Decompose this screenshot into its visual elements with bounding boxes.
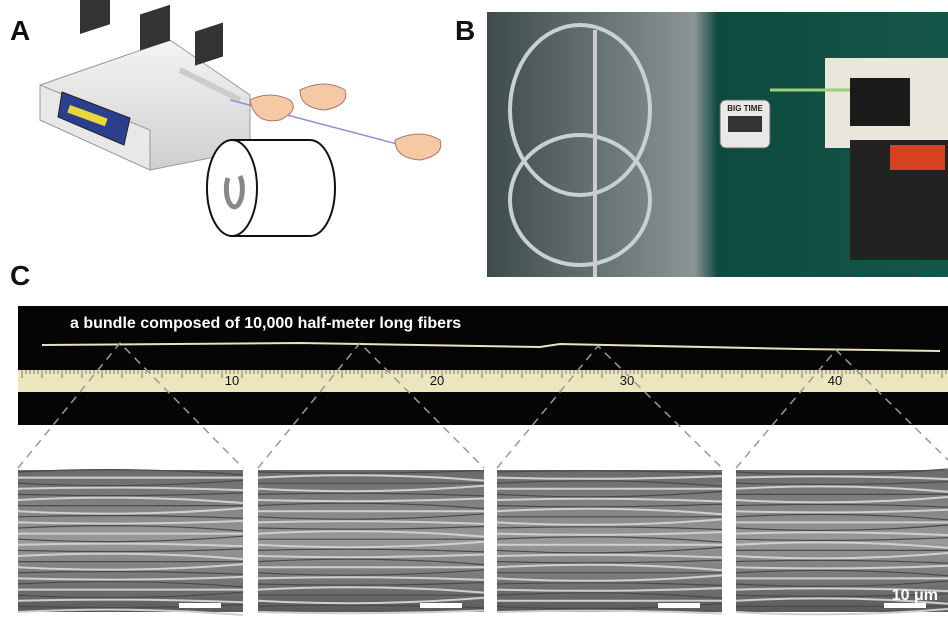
panel-label: A xyxy=(10,15,30,46)
sem-images xyxy=(18,469,948,615)
panel-label: C xyxy=(10,260,30,291)
panel-label: B xyxy=(455,15,475,46)
ruler-label: 10 xyxy=(225,373,239,388)
caption: a bundle composed of 10,000 half-meter l… xyxy=(70,315,461,332)
scale-bar xyxy=(658,603,700,608)
page: A B BIG TIME C a bundle c xyxy=(0,0,948,618)
figure: A B BIG TIME C a bundle c xyxy=(0,0,948,618)
scale-bar-label: 10 μm xyxy=(892,587,938,604)
setup-photo: BIG TIME xyxy=(487,12,948,277)
bundle-photo: a bundle composed of 10,000 half-meter l… xyxy=(18,306,948,425)
scale-bar xyxy=(420,603,462,608)
scale-bar xyxy=(179,603,221,608)
ruler-label: 40 xyxy=(828,373,842,388)
syringe-pump-illustration xyxy=(40,0,441,236)
ruler-label: 20 xyxy=(430,373,444,388)
timer-brand: BIG TIME xyxy=(727,104,763,113)
